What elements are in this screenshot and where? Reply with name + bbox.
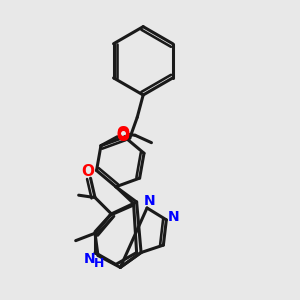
Text: N: N bbox=[83, 252, 95, 266]
Text: N: N bbox=[144, 194, 155, 208]
Text: O: O bbox=[82, 164, 95, 179]
Text: N: N bbox=[168, 211, 180, 224]
Text: O: O bbox=[116, 127, 129, 142]
Text: O: O bbox=[116, 129, 129, 144]
Text: H: H bbox=[94, 257, 105, 270]
Text: O: O bbox=[116, 126, 129, 141]
Text: O: O bbox=[117, 128, 130, 143]
